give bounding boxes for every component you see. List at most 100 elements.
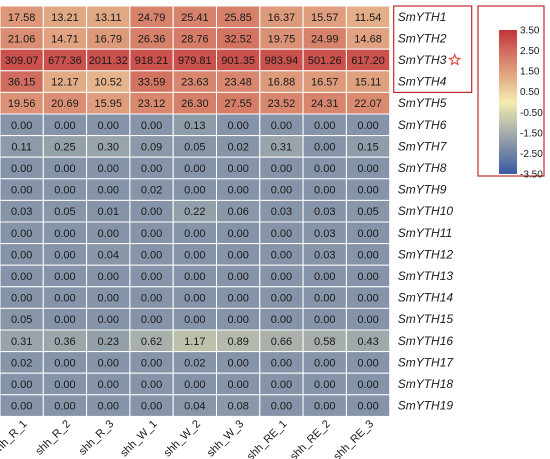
cell-value-label: 0.00 bbox=[357, 293, 378, 305]
cell-value-label: 26.30 bbox=[181, 98, 209, 110]
cell-value-label: 16.88 bbox=[268, 77, 296, 89]
cell-value-label: 0.00 bbox=[11, 228, 32, 240]
cell-value-label: 0.00 bbox=[11, 293, 32, 305]
cell-value-label: 0.00 bbox=[357, 314, 378, 326]
cell-value-label: 0.00 bbox=[98, 379, 119, 391]
legend-tick-label: 0.50 bbox=[520, 87, 540, 98]
cell-value-label: 0.02 bbox=[141, 185, 162, 197]
cell-value-label: 0.00 bbox=[141, 271, 162, 283]
legend-color-bar bbox=[499, 30, 517, 174]
cell-value-label: 0.00 bbox=[141, 249, 162, 261]
cell-value-label: 0.00 bbox=[98, 357, 119, 369]
row-label: SmYTH3 bbox=[398, 53, 447, 67]
cell-value-label: 0.00 bbox=[141, 357, 162, 369]
cell-value-label: 1.17 bbox=[184, 336, 205, 348]
cell-value-label: 23.63 bbox=[181, 77, 209, 89]
row-label: SmYTH9 bbox=[398, 183, 447, 197]
row-label: SmYTH2 bbox=[398, 31, 447, 45]
cell-value-label: 26.36 bbox=[138, 33, 166, 45]
cell-value-label: 23.52 bbox=[268, 98, 296, 110]
cell-value-label: 0.00 bbox=[271, 120, 292, 132]
cell-value-label: 0.00 bbox=[98, 314, 119, 326]
cell-value-label: 0.00 bbox=[271, 401, 292, 413]
cell-value-label: 0.00 bbox=[271, 271, 292, 283]
cell-value-label: 901.35 bbox=[221, 55, 255, 67]
cell-value-label: 0.00 bbox=[227, 379, 248, 391]
cell-value-label: 677.36 bbox=[48, 55, 82, 67]
cell-value-label: 0.00 bbox=[227, 163, 248, 175]
cell-value-label: 0.00 bbox=[184, 185, 205, 197]
cell-value-label: 0.00 bbox=[271, 357, 292, 369]
cell-value-label: 0.00 bbox=[184, 379, 205, 391]
cell-value-label: 0.00 bbox=[98, 293, 119, 305]
cell-value-label: 0.00 bbox=[184, 249, 205, 261]
cell-value-label: 11.54 bbox=[355, 12, 382, 24]
cell-value-label: 0.00 bbox=[54, 249, 75, 261]
cell-value-label: 0.03 bbox=[314, 206, 335, 218]
cell-value-label: 0.00 bbox=[357, 271, 378, 283]
cell-value-label: 0.00 bbox=[227, 357, 248, 369]
cell-value-label: 0.00 bbox=[54, 185, 75, 197]
cell-value-label: 15.11 bbox=[355, 77, 382, 89]
cell-value-label: 0.00 bbox=[54, 401, 75, 413]
cell-value-label: 0.00 bbox=[271, 185, 292, 197]
cell-value-label: 0.00 bbox=[11, 120, 32, 132]
row-label: SmYTH19 bbox=[398, 399, 454, 413]
cell-value-label: 14.71 bbox=[51, 33, 79, 45]
cell-value-label: 0.00 bbox=[141, 314, 162, 326]
cell-value-label: 10.52 bbox=[94, 77, 122, 89]
cell-value-label: 0.00 bbox=[184, 163, 205, 175]
cell-value-label: 0.00 bbox=[227, 249, 248, 261]
row-label: SmYTH18 bbox=[398, 377, 454, 391]
cell-value-label: 0.00 bbox=[98, 401, 119, 413]
cell-value-label: 0.00 bbox=[141, 163, 162, 175]
cell-value-label: 0.11 bbox=[11, 141, 32, 153]
cell-value-label: 0.00 bbox=[141, 228, 162, 240]
column-label: shh_R_2 bbox=[33, 418, 73, 458]
legend-tick-label: 3.50 bbox=[520, 26, 540, 37]
cell-value-label: 0.00 bbox=[227, 228, 248, 240]
cell-value-label: 19.75 bbox=[268, 33, 296, 45]
cell-value-label: 17.58 bbox=[8, 12, 36, 24]
cell-value-label: 0.00 bbox=[271, 293, 292, 305]
cell-value-label: 27.55 bbox=[224, 98, 252, 110]
cell-value-label: 0.00 bbox=[141, 379, 162, 391]
legend-frame bbox=[477, 5, 545, 177]
cell-value-label: 0.00 bbox=[98, 163, 119, 175]
cell-value-label: 501.26 bbox=[308, 55, 342, 67]
cell-value-label: 24.79 bbox=[138, 12, 166, 24]
cell-value-label: 0.00 bbox=[314, 314, 335, 326]
cell-value-label: 0.00 bbox=[11, 163, 32, 175]
cell-value-label: 36.15 bbox=[8, 77, 36, 89]
column-label: shh_R_1 bbox=[0, 418, 30, 458]
cell-value-label: 32.52 bbox=[224, 33, 252, 45]
cell-value-label: 28.76 bbox=[181, 33, 209, 45]
column-label: shh_RE_2 bbox=[288, 418, 333, 459]
row-label: SmYTH13 bbox=[398, 269, 454, 283]
cell-value-label: 0.00 bbox=[271, 379, 292, 391]
cell-value-label: 16.37 bbox=[268, 12, 296, 24]
legend-tick-label: 2.50 bbox=[520, 46, 540, 57]
legend-tick-label: -1.50 bbox=[520, 128, 543, 139]
column-label: shh_W_1 bbox=[118, 418, 159, 459]
cell-value-label: 15.95 bbox=[94, 98, 122, 110]
cell-value-label: 0.00 bbox=[54, 314, 75, 326]
cell-value-label: 0.00 bbox=[314, 271, 335, 283]
cell-value-label: 0.05 bbox=[184, 141, 205, 153]
cell-value-label: 0.01 bbox=[98, 206, 119, 218]
legend-tick-label: -3.50 bbox=[520, 170, 543, 181]
cell-value-label: 21.06 bbox=[8, 33, 36, 45]
cell-value-label: 0.06 bbox=[227, 206, 248, 218]
cell-value-label: 13.21 bbox=[51, 12, 79, 24]
cell-value-label: 0.03 bbox=[271, 206, 292, 218]
cell-value-label: 0.00 bbox=[314, 163, 335, 175]
cell-value-label: 0.00 bbox=[314, 357, 335, 369]
cell-value-label: 0.00 bbox=[54, 293, 75, 305]
cell-value-label: 0.00 bbox=[184, 293, 205, 305]
cell-value-label: 0.00 bbox=[11, 401, 32, 413]
cell-value-label: 25.85 bbox=[224, 12, 252, 24]
cell-value-label: 918.21 bbox=[135, 55, 169, 67]
row-label: SmYTH6 bbox=[398, 118, 447, 132]
cell-value-label: 0.05 bbox=[54, 206, 75, 218]
cell-value-label: 0.00 bbox=[54, 228, 75, 240]
